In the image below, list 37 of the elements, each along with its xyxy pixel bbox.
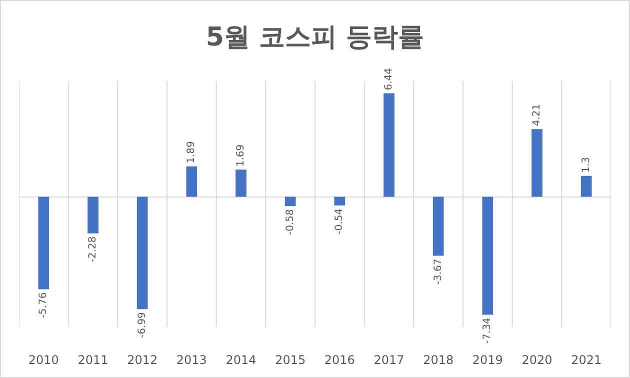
x-tick-label: 2014 (226, 353, 256, 367)
bar (284, 196, 296, 206)
bar (532, 129, 542, 197)
data-label: -0.58 (284, 209, 296, 235)
x-tick-label: 2021 (571, 353, 602, 367)
data-label: 6.44 (384, 68, 394, 90)
bar (334, 196, 346, 206)
x-tick-label: 2016 (324, 353, 355, 367)
data-label: -7.34 (482, 318, 494, 344)
data-label: 4.21 (532, 104, 542, 126)
bar (384, 93, 394, 197)
bar (432, 196, 444, 256)
bar (482, 196, 494, 315)
bar (186, 166, 198, 197)
bar (236, 170, 246, 197)
data-label: -6.99 (136, 312, 148, 338)
data-label: 1.69 (236, 144, 246, 167)
data-label: 1.89 (186, 141, 198, 164)
bar (136, 196, 148, 310)
x-tick-label: 2015 (275, 353, 306, 367)
data-label: -0.54 (334, 208, 346, 234)
x-tick-label: 2010 (28, 353, 59, 367)
data-label: -3.67 (432, 258, 444, 285)
x-tick-label: 2019 (472, 353, 503, 367)
x-tick-label: 2018 (423, 353, 454, 367)
bar (38, 196, 50, 290)
x-tick-label: 2013 (176, 353, 207, 367)
x-tick-label: 2011 (78, 353, 108, 367)
bar (88, 196, 98, 234)
data-label: -5.76 (38, 292, 50, 318)
x-tick-label: 2020 (522, 353, 552, 367)
bar (580, 176, 592, 197)
data-label: 1.3 (580, 156, 592, 173)
data-label: -2.28 (88, 236, 98, 262)
x-tick-label: 2017 (374, 353, 404, 367)
x-tick-label: 2012 (127, 353, 158, 367)
chart-title: 5월 코스피 등락률 (206, 22, 424, 53)
